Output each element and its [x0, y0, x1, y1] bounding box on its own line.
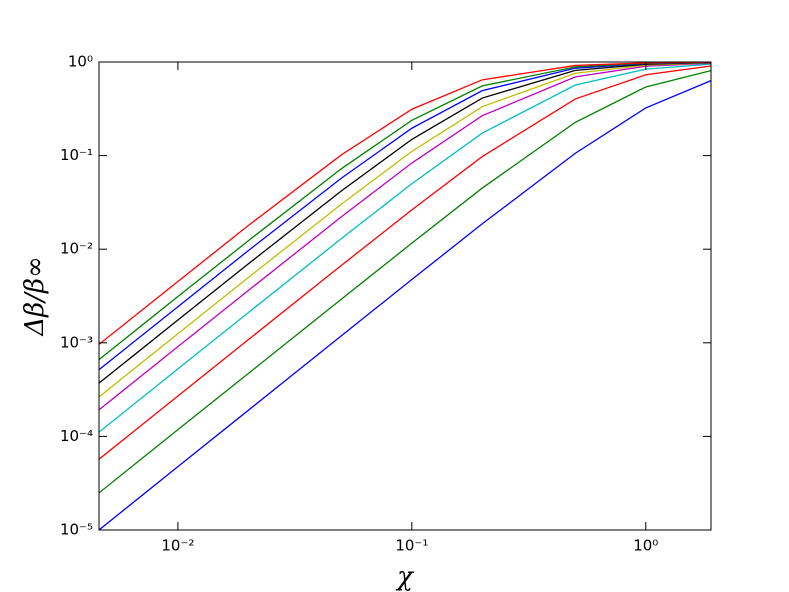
series-line [99, 80, 711, 530]
x-axis-title: χ [395, 562, 415, 592]
x-tick-label: 10⁻¹ [395, 537, 428, 555]
series-line [99, 62, 711, 411]
y-axis-title: Δβ/β∞ [20, 256, 50, 336]
x-tick-label: 10⁰ [633, 537, 658, 555]
series-line [99, 62, 711, 361]
series-line [99, 65, 711, 460]
series-line [99, 62, 711, 398]
y-tick-label: 10⁻¹ [60, 146, 93, 164]
y-tick-label: 10⁻³ [60, 333, 93, 351]
series-line [99, 63, 711, 433]
series-line [99, 62, 711, 384]
x-tick-label: 10⁻² [161, 537, 194, 555]
y-tick-label: 10⁻⁵ [60, 521, 93, 539]
series-line [99, 69, 711, 494]
y-tick-label: 10⁰ [68, 53, 93, 71]
series-line [99, 62, 711, 371]
series-line [99, 62, 711, 345]
plot-frame [98, 61, 712, 531]
y-tick-label: 10⁻⁴ [60, 427, 93, 445]
y-tick-label: 10⁻² [60, 240, 93, 258]
